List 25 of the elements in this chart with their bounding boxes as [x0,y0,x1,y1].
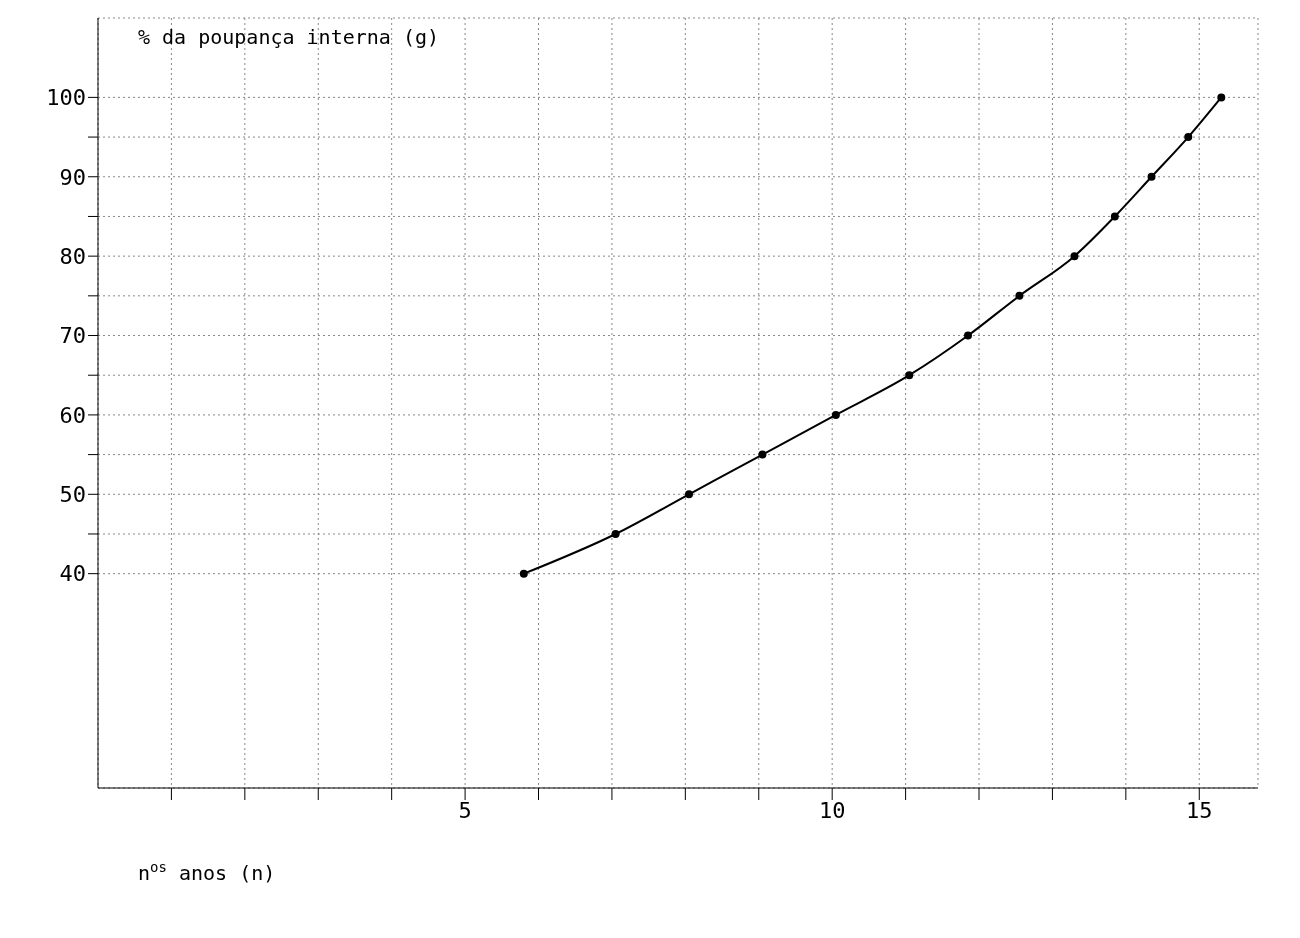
point [1110,212,1119,221]
point [1184,133,1193,142]
x-tick-label: 5 [458,797,472,823]
point [611,529,620,538]
y-tick-label: 90 [59,164,86,190]
y-tick-label: 50 [59,482,86,508]
x-tick-label: 15 [1186,797,1213,823]
point [964,331,972,340]
point [1015,291,1024,300]
x-tick-label: 10 [818,797,846,823]
point [905,371,914,380]
y-tick-label: 60 [59,402,86,428]
point [758,450,767,459]
point [831,410,840,419]
y-axis-title: % da poupança interna (g) [138,25,440,49]
y-tick-label: 70 [59,323,86,349]
y-tick-label: 80 [59,243,86,269]
y-tick-label: 100 [46,85,86,111]
x-axis-title: n$^{os}$ anos (n) [138,859,276,885]
point [685,490,694,499]
point [1147,172,1156,181]
point [519,569,528,578]
point [1217,93,1226,102]
y-tick-label: 40 [59,561,86,587]
point [1070,252,1079,261]
